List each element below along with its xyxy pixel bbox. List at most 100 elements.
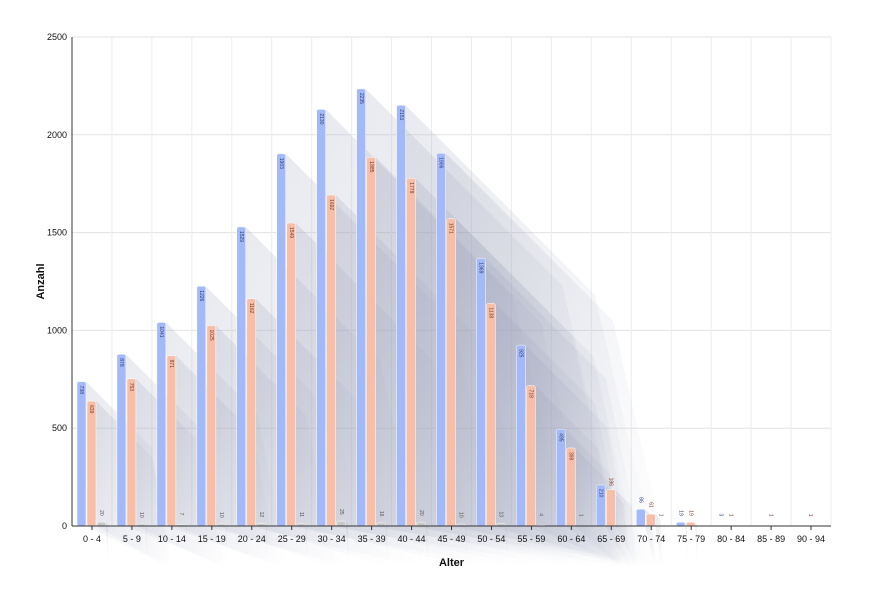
bar-shadow [345, 521, 349, 568]
data-label: 7 [178, 513, 184, 516]
bar-series-1 [76, 381, 87, 527]
y-tick-label: 1000 [47, 325, 67, 335]
y-tick-label: 0 [62, 521, 67, 531]
x-tick-label: 45 - 49 [437, 534, 465, 544]
bar-series-2 [286, 222, 296, 527]
bar-shadow [425, 522, 428, 568]
x-tick-label: 65 - 69 [597, 534, 625, 544]
bar-series-1 [516, 344, 526, 527]
bar-shadow [106, 522, 109, 568]
data-label: 86 [637, 497, 643, 503]
bar-series-2 [606, 489, 616, 527]
x-tick-label: 25 - 29 [278, 534, 306, 544]
data-label: 495 [558, 433, 564, 442]
data-label: 1 [807, 514, 813, 517]
y-tick-label: 2000 [47, 130, 67, 140]
bar-shadow [225, 524, 228, 568]
data-label: 20 [418, 510, 424, 516]
data-label: 1041 [158, 326, 164, 337]
data-labels: 7386392087875310104187171226102510152911… [78, 93, 813, 518]
bar-shadow [615, 489, 638, 568]
bar-shadow [465, 524, 467, 568]
x-tick-label: 50 - 54 [477, 534, 505, 544]
data-label: 1885 [368, 161, 374, 172]
x-tick-label: 85 - 89 [757, 534, 785, 544]
x-tick-label: 60 - 64 [557, 534, 585, 544]
data-label: 639 [88, 405, 94, 414]
data-label: 1 [578, 514, 584, 517]
data-label: 1369 [478, 262, 484, 273]
bar-shadow [305, 523, 308, 568]
data-label: 19 [687, 510, 693, 516]
bar-series-2 [326, 194, 336, 527]
data-label: 4 [538, 513, 544, 516]
data-label: 11 [298, 512, 304, 517]
data-label: 1549 [288, 227, 294, 238]
bar-series-2 [446, 218, 456, 527]
data-label: 61 [647, 502, 653, 508]
data-label: 10 [138, 512, 144, 518]
data-label: 1778 [408, 182, 414, 193]
x-tick-label: 20 - 24 [238, 534, 266, 544]
data-label: 1138 [488, 307, 494, 318]
data-label: 871 [168, 360, 174, 369]
data-label: 3 [717, 513, 723, 516]
data-label: 16 [378, 511, 384, 517]
bar-shadow [185, 524, 187, 568]
data-label: 1 [767, 514, 773, 517]
data-label: 1903 [278, 158, 284, 169]
data-label: 399 [568, 452, 574, 461]
bar-series-1 [156, 322, 167, 527]
data-label: 1529 [238, 231, 244, 242]
bar-shadow [695, 522, 698, 568]
bar-series-1 [236, 226, 247, 527]
bar-series-1 [476, 257, 486, 527]
data-label: 10 [458, 512, 464, 518]
y-tick-label: 500 [52, 423, 67, 433]
x-tick-label: 10 - 14 [158, 534, 186, 544]
data-label: 20 [98, 510, 104, 516]
data-label: 186 [607, 478, 613, 487]
bar-series-1 [396, 105, 406, 527]
x-tick-label: 75 - 79 [677, 534, 705, 544]
bar-series-1 [636, 508, 646, 527]
bars [76, 88, 816, 527]
bar-series-2 [646, 513, 656, 527]
data-label: 12 [258, 512, 264, 518]
x-tick-label: 35 - 39 [358, 534, 386, 544]
x-tick-label: 90 - 94 [797, 534, 825, 544]
bar-series-2 [685, 522, 696, 527]
axes: 0 500 1000 1500 2000 2500 0 - 4 5 - 9 10 - 14 15 … [47, 32, 831, 544]
x-tick-label: 0 - 4 [83, 534, 101, 544]
data-label: 2151 [398, 109, 404, 120]
y-tick-label: 1500 [47, 228, 67, 238]
data-label: 2235 [358, 93, 364, 104]
data-label: 25 [338, 509, 344, 515]
y-axis-title: Anzahl [35, 263, 47, 299]
data-label: 925 [518, 349, 524, 358]
data-label: 1162 [248, 303, 254, 314]
data-label: 1692 [328, 199, 334, 210]
bar-shadow [385, 522, 388, 568]
data-label: 1906 [438, 157, 444, 168]
bar-series-2 [166, 355, 177, 527]
data-label: 10 [218, 512, 224, 518]
x-tick-label: 15 - 19 [198, 534, 226, 544]
data-label: 1571 [448, 223, 454, 234]
data-label: 1 [727, 514, 733, 517]
data-label: 753 [128, 383, 134, 392]
bar-series-1 [316, 109, 326, 527]
bar-series-2 [526, 385, 536, 527]
bar-series-1 [356, 88, 366, 527]
bar-series-2 [486, 303, 496, 527]
data-label: 1 [657, 514, 663, 517]
bar-series-1 [436, 152, 446, 527]
bar-series-2 [366, 157, 376, 527]
x-tick-label: 70 - 74 [637, 534, 665, 544]
y-tick-label: 2500 [47, 32, 67, 42]
data-label: 13 [498, 511, 504, 517]
bar-series-2 [126, 378, 137, 527]
data-label: 19 [677, 510, 683, 516]
bar-series-3 [96, 521, 107, 527]
